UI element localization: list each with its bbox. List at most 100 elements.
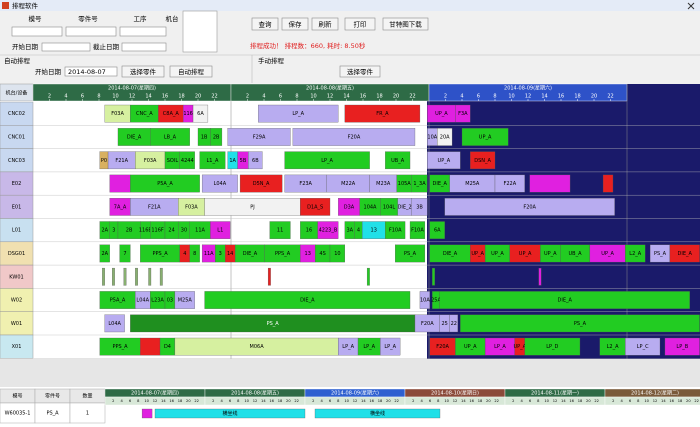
task-bar[interactable] — [104, 314, 125, 333]
task-bar[interactable] — [123, 267, 127, 286]
task-bar[interactable] — [159, 267, 163, 286]
day-label: 2014-08-10(星期日) — [431, 391, 479, 397]
task-bar[interactable] — [385, 221, 406, 239]
task-label: 4244 — [181, 158, 194, 164]
task-bar[interactable] — [538, 267, 542, 286]
task-bar[interactable] — [239, 174, 283, 193]
task-bar[interactable] — [130, 174, 200, 193]
hour-label: 22 — [694, 399, 699, 403]
task-bar[interactable] — [201, 174, 238, 193]
hour-label: 14 — [361, 399, 366, 403]
title-bar — [0, 0, 700, 11]
task-bar[interactable] — [292, 128, 416, 146]
task-bar[interactable] — [119, 244, 131, 263]
task-bar[interactable] — [148, 267, 152, 286]
hour-label: 4 — [421, 399, 424, 403]
task-bar[interactable] — [455, 104, 471, 123]
combo-box[interactable] — [65, 26, 117, 37]
hour-label: 22 — [294, 399, 299, 403]
task-bar[interactable] — [409, 221, 426, 239]
hour-label: 14 — [461, 399, 466, 403]
task-bar[interactable] — [625, 337, 661, 356]
task-bar[interactable] — [439, 291, 690, 309]
button[interactable] — [339, 65, 381, 78]
task-bar[interactable] — [317, 221, 339, 239]
task-label: UP_A — [513, 344, 526, 350]
task-bar[interactable] — [437, 128, 453, 146]
table-value: W60035-1 — [5, 411, 31, 417]
task-bar[interactable] — [227, 128, 291, 146]
task-bar[interactable] — [432, 267, 435, 286]
task-bar[interactable] — [269, 221, 291, 239]
task-label: 4S — [319, 251, 325, 257]
task-bar[interactable] — [427, 151, 461, 170]
task-bar[interactable] — [344, 104, 421, 123]
task-bar[interactable] — [444, 198, 615, 216]
task-bar[interactable] — [192, 104, 209, 123]
task-bar[interactable] — [204, 291, 411, 309]
button[interactable] — [281, 17, 309, 31]
date-picker[interactable] — [64, 66, 118, 77]
task-bar[interactable] — [366, 267, 370, 286]
task-bar[interactable] — [267, 267, 271, 286]
task-bar[interactable] — [248, 151, 263, 170]
button[interactable] — [169, 65, 213, 78]
task-bar[interactable] — [494, 174, 525, 193]
button[interactable] — [382, 17, 429, 31]
button-label: 查询 — [259, 20, 273, 29]
machine-list[interactable] — [182, 10, 218, 53]
task-bar[interactable] — [329, 244, 345, 263]
task-bar[interactable] — [140, 337, 161, 356]
task-bar[interactable] — [154, 408, 306, 419]
task-bar[interactable] — [189, 244, 200, 263]
close-button[interactable] — [687, 2, 695, 10]
task-bar[interactable] — [529, 174, 571, 193]
task-bar[interactable] — [385, 151, 411, 170]
task-bar[interactable] — [411, 198, 428, 216]
task-bar[interactable] — [284, 151, 370, 170]
hour-label: 8 — [637, 399, 640, 403]
day-label: 2014-08-07(星期四) — [108, 86, 156, 92]
task-bar[interactable] — [109, 174, 131, 193]
task-bar[interactable] — [141, 408, 153, 419]
task-bar[interactable] — [470, 151, 496, 170]
task-bar[interactable] — [524, 337, 581, 356]
task-bar[interactable] — [199, 151, 226, 170]
task-label: 11A — [195, 228, 205, 234]
button[interactable] — [251, 17, 279, 31]
combo-box[interactable] — [119, 26, 167, 37]
task-bar[interactable] — [210, 128, 223, 146]
task-label: DIE_2 — [398, 204, 412, 210]
task-bar[interactable] — [395, 244, 426, 263]
task-bar[interactable] — [149, 128, 190, 146]
task-bar[interactable] — [102, 267, 105, 286]
task-bar[interactable] — [625, 244, 646, 263]
combo-box[interactable] — [41, 42, 91, 52]
task-label: F03A — [185, 204, 198, 210]
button[interactable] — [344, 17, 376, 31]
task-bar[interactable] — [112, 267, 115, 286]
task-bar[interactable] — [461, 128, 509, 146]
task-bar[interactable] — [411, 174, 428, 193]
task-bar[interactable] — [258, 104, 339, 123]
task-bar[interactable] — [135, 267, 138, 286]
task-bar[interactable] — [300, 198, 331, 216]
task-bar[interactable] — [380, 337, 401, 356]
task-label: 6A — [434, 228, 441, 234]
task-bar[interactable] — [314, 408, 441, 419]
task-bar[interactable] — [210, 221, 231, 239]
task-label: L04A — [214, 181, 227, 187]
task-bar[interactable] — [174, 291, 195, 309]
task-bar[interactable] — [449, 314, 459, 333]
task-bar[interactable] — [602, 174, 614, 193]
task-bar[interactable] — [429, 221, 445, 239]
task-label: 5B — [240, 158, 247, 164]
combo-box[interactable] — [121, 42, 167, 52]
task-label: 22 — [451, 321, 457, 327]
button[interactable] — [311, 17, 339, 31]
task-bar[interactable] — [419, 291, 430, 309]
task-bar[interactable] — [179, 151, 195, 170]
button[interactable] — [121, 65, 165, 78]
task-bar[interactable] — [99, 244, 110, 263]
combo-box[interactable] — [11, 26, 63, 37]
